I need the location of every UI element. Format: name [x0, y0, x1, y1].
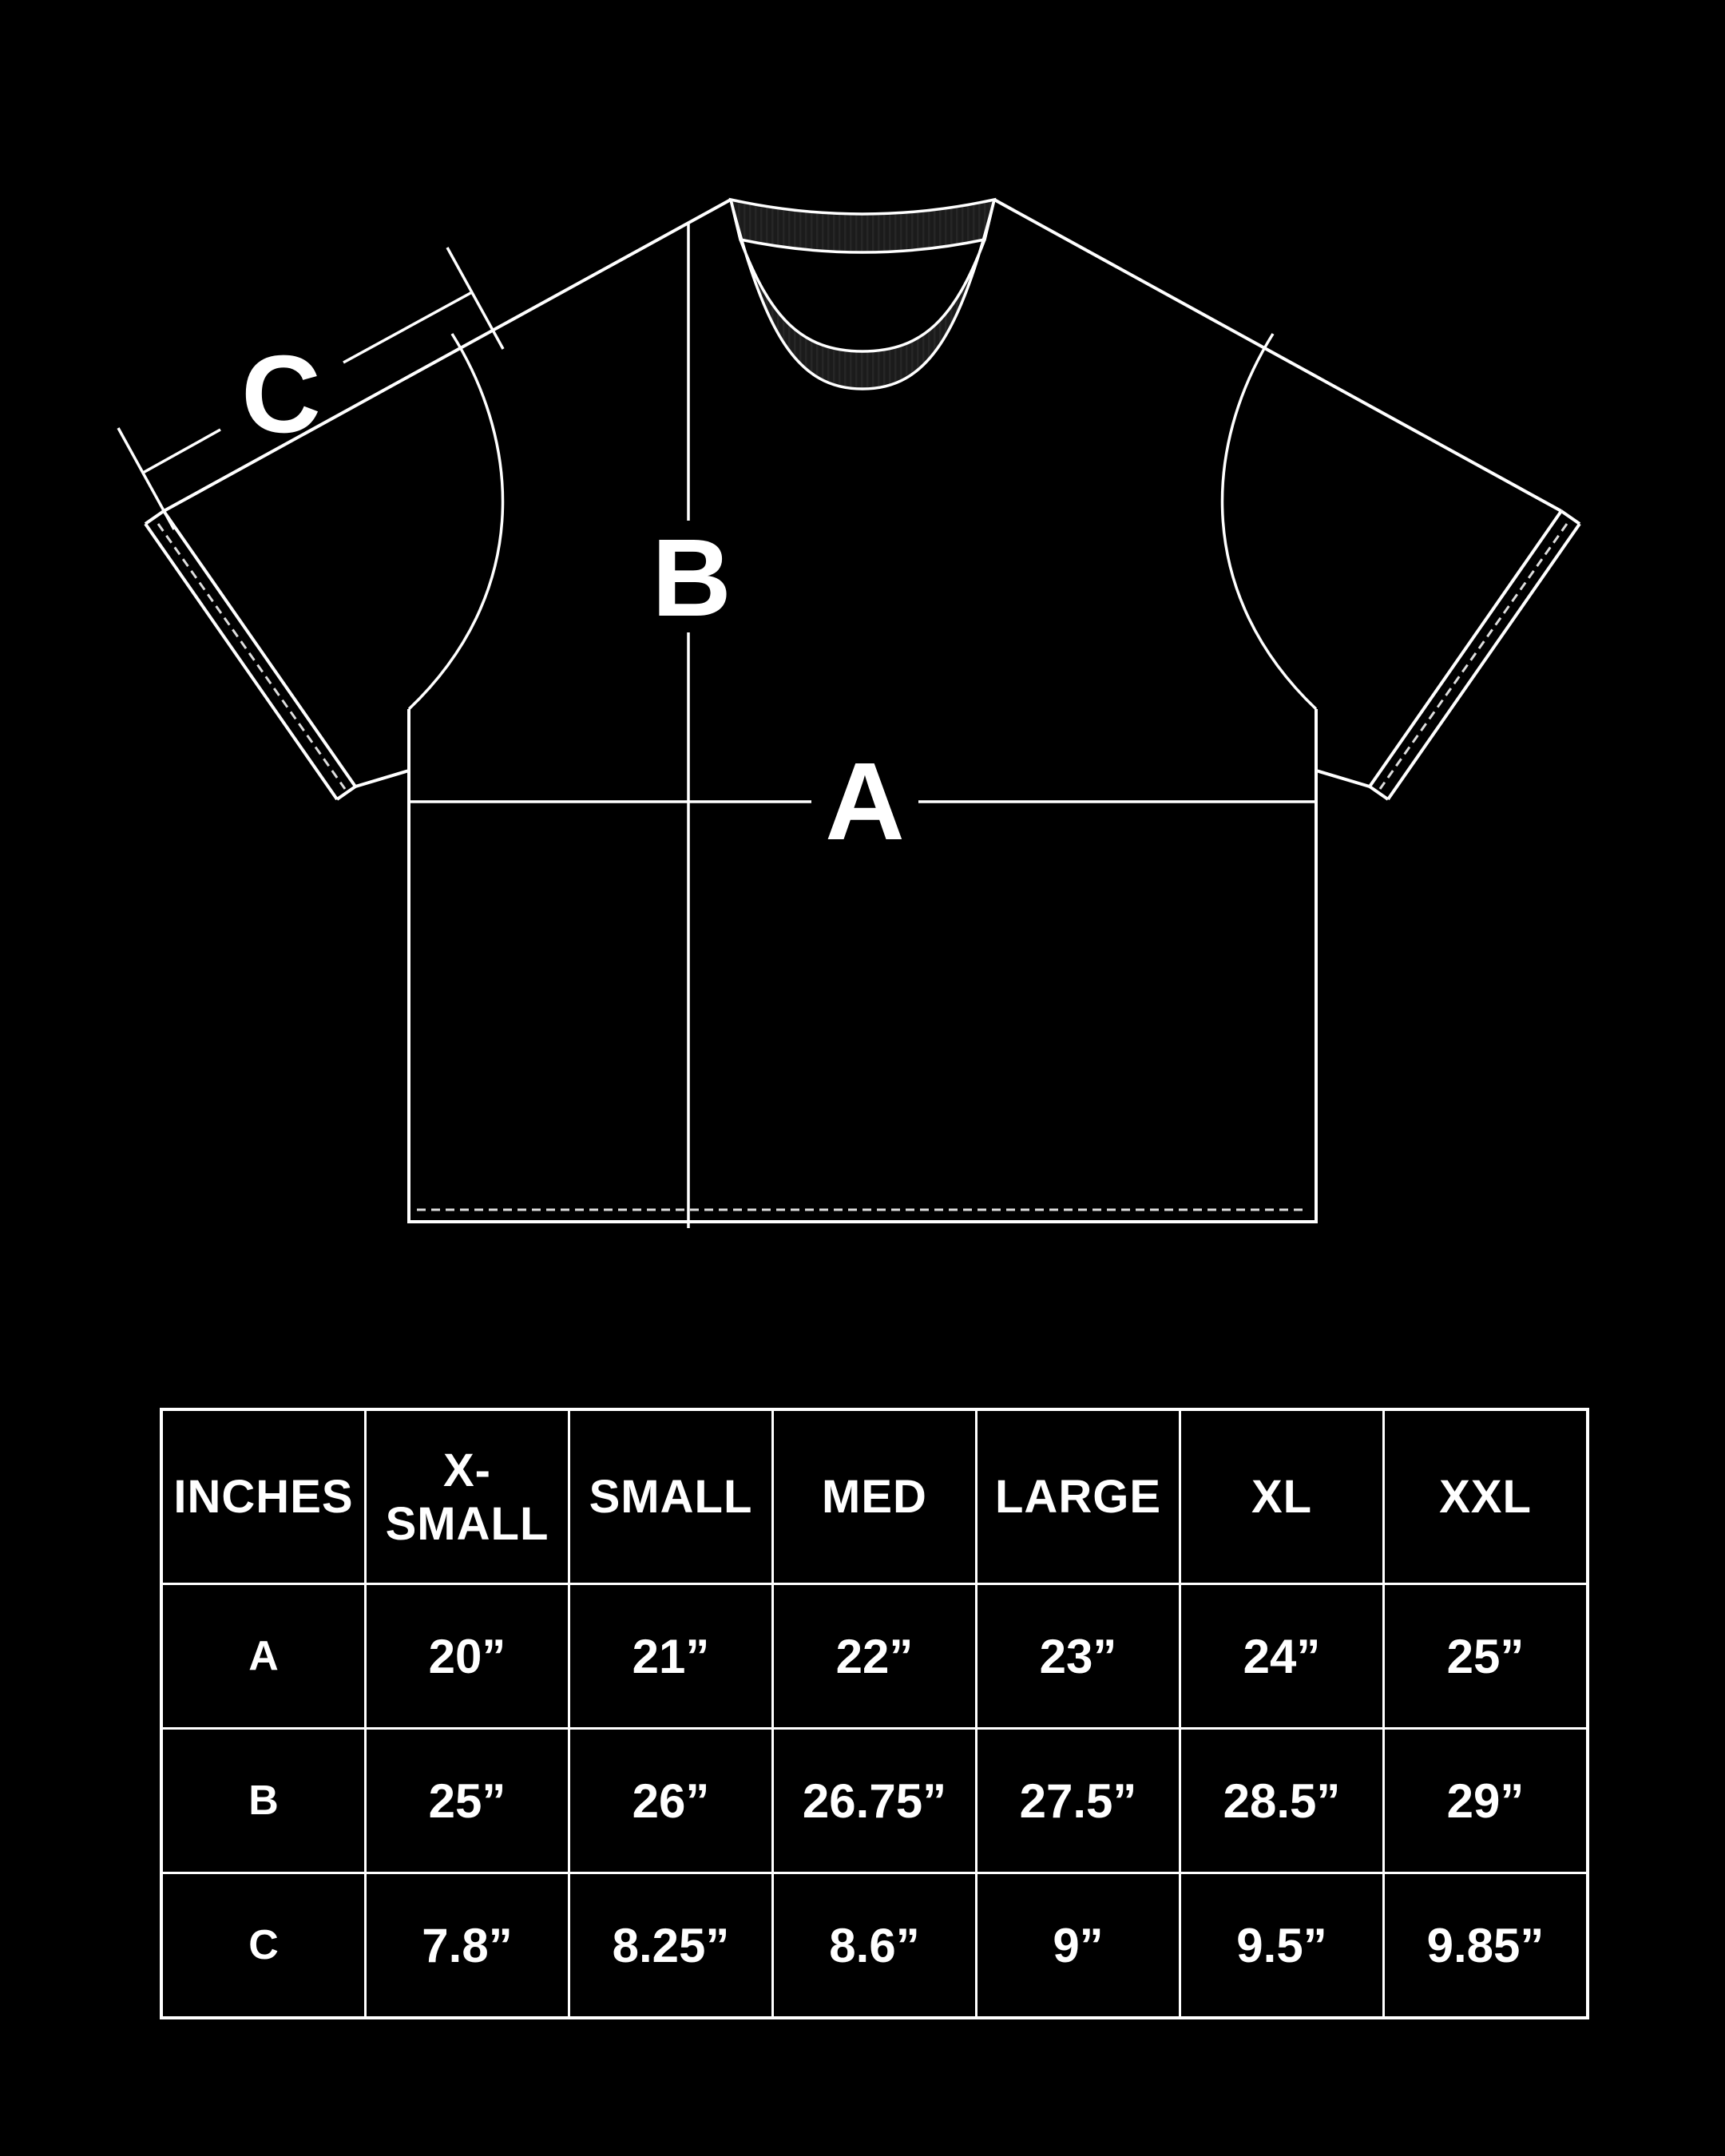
header-cell-med: MED: [774, 1411, 975, 1583]
measurement-line-c: [117, 247, 505, 530]
cell-b-xl: 28.5”: [1181, 1730, 1382, 1872]
right-armhole-curve: [1220, 333, 1318, 711]
left-armhole-curve: [407, 333, 505, 711]
row-label-b: B: [163, 1730, 364, 1872]
size-table: INCHES X-SMALL SMALL MED LARGE XL XXL A 20” 21” 22…: [160, 1408, 1589, 2019]
right-shoulder-seam: [993, 198, 1562, 513]
right-sleeve-hem: [1315, 509, 1581, 801]
cell-a-small: 21”: [570, 1585, 771, 1727]
measurement-c-upper-tick: [446, 247, 505, 350]
cell-c-large: 9”: [978, 1874, 1179, 2016]
cell-a-med: 22”: [774, 1585, 975, 1727]
row-label-c: C: [163, 1874, 364, 2016]
dimension-label-c: C: [241, 333, 321, 456]
cell-a-large: 23”: [978, 1585, 1179, 1727]
right-sleeve-stitch-line: [1378, 523, 1568, 790]
cell-a-xl: 24”: [1181, 1585, 1382, 1727]
cell-b-x-small: 25”: [367, 1730, 568, 1872]
tshirt-body-outline: [407, 709, 1318, 1223]
cell-c-med: 8.6”: [774, 1874, 975, 2016]
left-shoulder-seam: [163, 198, 732, 513]
left-sleeve-hem: [144, 509, 410, 801]
cell-c-xxl: 9.85”: [1385, 1874, 1586, 2016]
collar-front-band: [729, 199, 996, 390]
dimension-label-a: A: [825, 740, 905, 863]
tshirt-measurement-diagram: A B C: [117, 197, 1581, 1228]
cell-a-xxl: 25”: [1385, 1585, 1586, 1727]
header-cell-xxl: XXL: [1385, 1411, 1586, 1583]
cell-b-small: 26”: [570, 1730, 771, 1872]
cell-b-xxl: 29”: [1385, 1730, 1586, 1872]
header-cell-small: SMALL: [570, 1411, 771, 1583]
header-cell-large: LARGE: [978, 1411, 1179, 1583]
cell-b-large: 27.5”: [978, 1730, 1179, 1872]
header-cell-inches: INCHES: [163, 1411, 364, 1583]
dimension-label-b: B: [652, 517, 732, 640]
cell-b-med: 26.75”: [774, 1730, 975, 1872]
collar-back-band: [728, 197, 997, 254]
cell-a-x-small: 20”: [367, 1585, 568, 1727]
left-sleeve-stitch-line: [157, 523, 347, 790]
cell-c-xl: 9.5”: [1181, 1874, 1382, 2016]
header-cell-xl: XL: [1181, 1411, 1382, 1583]
cell-c-small: 8.25”: [570, 1874, 771, 2016]
header-cell-x-small: X-SMALL: [367, 1411, 568, 1583]
row-label-a: A: [163, 1585, 364, 1727]
measurement-c-lower-tick: [117, 427, 176, 530]
cell-c-x-small: 7.8”: [367, 1874, 568, 2016]
